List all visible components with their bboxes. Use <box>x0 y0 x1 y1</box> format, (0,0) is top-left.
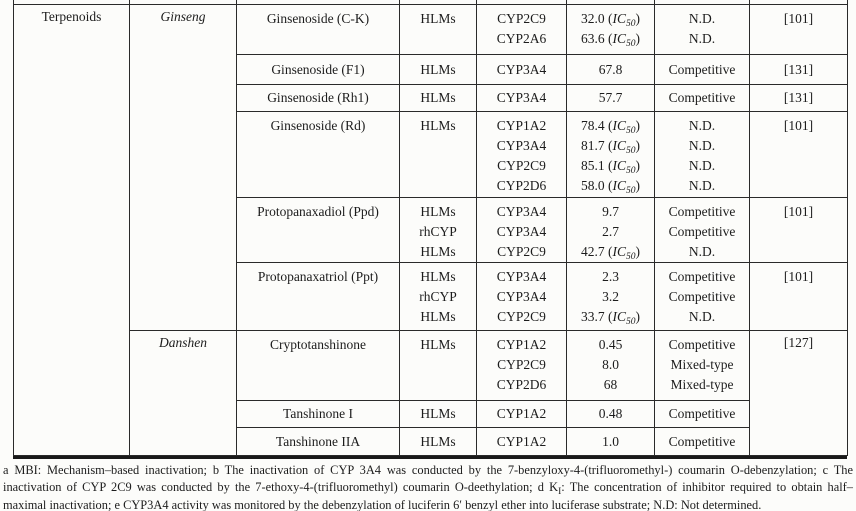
cyp-inhibition-table: Terpenoids Ginseng Ginsenoside (C-K) HLMs C… <box>13 0 848 456</box>
cell-cyp: CYP3A4 <box>476 54 567 85</box>
table-row: Danshen Cryptotanshinone HLMs CYP1A2 CYP2C9… <box>14 330 848 456</box>
cell-type: Competitive Mixed-type Mixed-type <box>654 330 750 401</box>
table-row: Ginsenoside (Rh1) HLMs CYP3A4 57.7 Competiti… <box>14 84 848 112</box>
cell-value: 78.4 (IC50) 81.7 (IC50) 85.1 (IC50) 58.0 (I… <box>566 111 655 198</box>
cell-type: Competitive Competitive N.D. <box>654 262 750 331</box>
cell-cyp: CYP3A4 CYP3A4 CYP2C9 <box>476 197 567 263</box>
cell-compound: Protopanaxatriol (Ppt) <box>236 262 400 331</box>
table-row: Tanshinone IIA HLMs CYP1A2 1.0 Competitive <box>14 427 848 456</box>
cell-source: HLMs <box>399 111 477 198</box>
cell-type: Competitive <box>654 427 750 456</box>
cell-compound: Tanshinone IIA <box>236 427 400 456</box>
cell-source: HLMs <box>399 400 477 428</box>
cell-cyp: CYP3A4 CYP3A4 CYP2C9 <box>476 262 567 331</box>
cell-type: N.D. N.D. N.D. N.D. <box>654 111 750 198</box>
cell-cyp: CYP1A2 CYP2C9 CYP2D6 <box>476 330 567 401</box>
cell-compound: Ginsenoside (Rh1) <box>236 84 400 112</box>
cell-ref: [101] <box>749 262 848 331</box>
cell-value: 67.8 <box>566 54 655 85</box>
cell-value: 57.7 <box>566 84 655 112</box>
cell-category: Terpenoids <box>13 4 130 456</box>
cell-compound: Ginsenoside (C-K) <box>236 4 400 55</box>
cell-compound: Ginsenoside (Rd) <box>236 111 400 198</box>
footnote-segment: a MBI: Mechanism–based inactivation; b T… <box>3 463 853 494</box>
cell-cyp: CYP1A2 <box>476 427 567 456</box>
table-footnote: a MBI: Mechanism–based inactivation; b T… <box>3 459 853 511</box>
cell-ref: [131] <box>749 84 848 112</box>
table-row: Protopanaxadiol (Ppd) HLMs rhCYP HLMs CYP3A4… <box>14 197 848 263</box>
cell-type: N.D. N.D. <box>654 4 750 55</box>
cell-ref: [101] <box>749 4 848 55</box>
cell-value: 2.3 3.2 33.7 (IC50) <box>566 262 655 331</box>
cell-source: HLMs <box>399 84 477 112</box>
cell-source: HLMs <box>399 330 477 401</box>
cell-ref: [127] <box>749 330 848 456</box>
cell-herb: Danshen <box>129 330 237 456</box>
footnote-subscript: I <box>558 486 562 497</box>
cell-cyp: CYP2C9 CYP2A6 <box>476 4 567 55</box>
cell-cyp: CYP3A4 <box>476 84 567 112</box>
cell-value: 0.48 <box>566 400 655 428</box>
cell-ref: [101] <box>749 197 848 263</box>
cell-value: 1.0 <box>566 427 655 456</box>
cell-cyp: CYP1A2 <box>476 400 567 428</box>
cell-compound: Cryptotanshinone <box>236 330 400 401</box>
cell-value: 32.0 (IC50) 63.6 (IC50) <box>566 4 655 55</box>
cell-type: Competitive <box>654 54 750 85</box>
cell-cyp: CYP1A2 CYP3A4 CYP2C9 CYP2D6 <box>476 111 567 198</box>
cell-type: Competitive <box>654 84 750 112</box>
cell-value: 9.7 2.7 42.7 (IC50) <box>566 197 655 263</box>
cell-value: 0.45 8.0 68 <box>566 330 655 401</box>
cell-source: HLMs <box>399 427 477 456</box>
table-row: Terpenoids Ginseng Ginsenoside (C-K) HLMs C… <box>13 4 848 456</box>
cell-herb: Ginseng <box>129 4 237 331</box>
table-row: Ginsenoside (F1) HLMs CYP3A4 67.8 Competitiv… <box>14 54 848 85</box>
footnote-segment: : The concentration of inhibitor require… <box>3 479 853 511</box>
cell-ref: [131] <box>749 54 848 85</box>
cell-type: Competitive Competitive N.D. <box>654 197 750 263</box>
cell-compound: Protopanaxadiol (Ppd) <box>236 197 400 263</box>
cell-source: HLMs rhCYP HLMs <box>399 262 477 331</box>
cell-compound: Tanshinone I <box>236 400 400 428</box>
cell-source: HLMs rhCYP HLMs <box>399 197 477 263</box>
cell-type: Competitive <box>654 400 750 428</box>
cell-source: HLMs <box>399 4 477 55</box>
cell-ref: [101] <box>749 111 848 198</box>
table-row: Protopanaxatriol (Ppt) HLMs rhCYP HLMs CYP3A… <box>14 262 848 331</box>
cell-compound: Ginsenoside (F1) <box>236 54 400 85</box>
inhibition-table: Terpenoids Ginseng Ginsenoside (C-K) HLMs C… <box>13 0 848 459</box>
cell-source: HLMs <box>399 54 477 85</box>
